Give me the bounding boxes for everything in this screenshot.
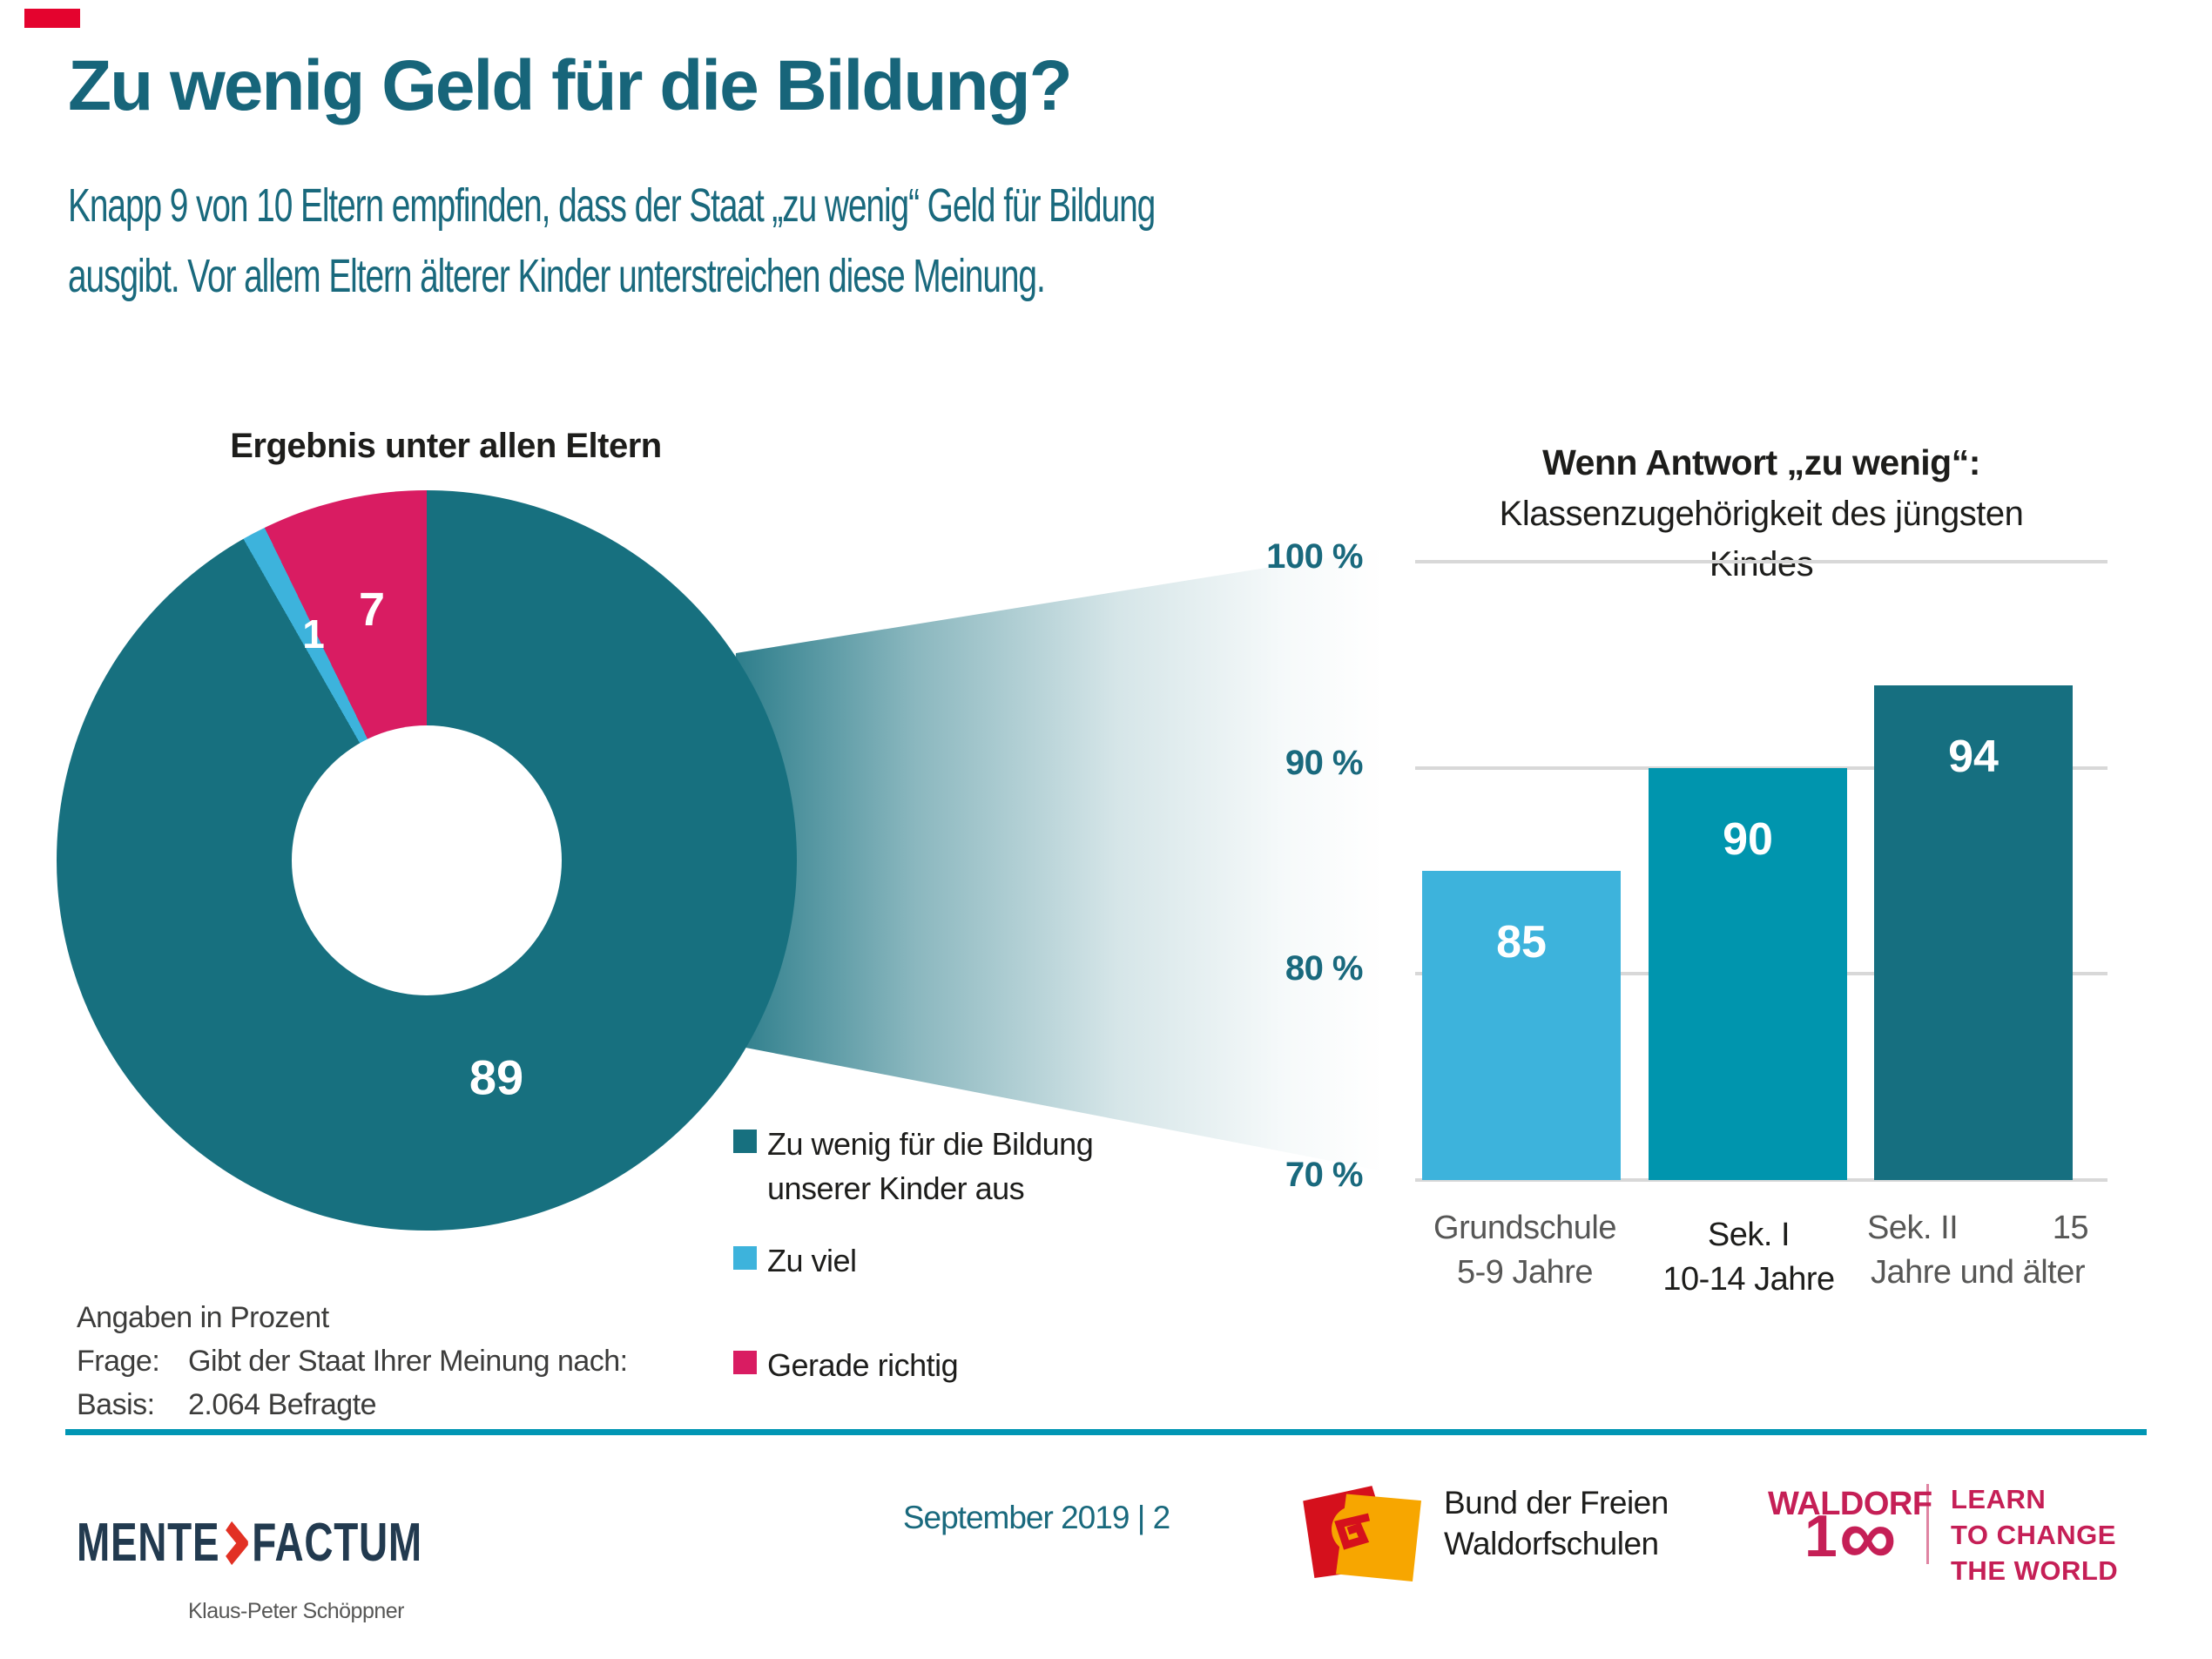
ytick-70: 70 % (1285, 1156, 1364, 1194)
waldorfschulen-logo-text: Bund der Freien Waldorfschulen (1444, 1482, 1669, 1565)
waldorfschulen-text-line1: Bund der Freien (1444, 1485, 1669, 1521)
page-subtitle-line2: ausgibt. Vor allem Eltern älterer Kinder… (68, 250, 1046, 302)
donut-value-gerade-richtig: 7 (358, 583, 386, 636)
mentefactum-logo-factum: FACTUM (252, 1513, 422, 1573)
footnote-basis: Basis: 2.064 Befragte (77, 1388, 628, 1432)
xlabel-sek2: Sek. II 15 Jahre und älter (1862, 1206, 2094, 1296)
infinity-icon: ∞ (1838, 1493, 1897, 1581)
bar-chart-plot-area: 85 90 94 (1415, 560, 2107, 1182)
footnote-frage-text: Gibt der Staat Ihrer Meinung nach: (188, 1345, 628, 1378)
xlabel-sek1-line1: Sek. I (1707, 1217, 1791, 1253)
bar-chart-title-line3: Kindes (1709, 545, 1814, 584)
footnote-basis-label: Basis: (77, 1388, 155, 1421)
date-and-page-number: September 2019 | 2 (902, 1500, 1170, 1535)
footnote-basis-text: 2.064 Befragte (188, 1388, 377, 1421)
waldorf100-divider (1926, 1484, 1929, 1564)
legend-swatch-teal (733, 1130, 757, 1153)
bar-chart-title-line2: Klassenzugehörigkeit des jüngsten (1499, 495, 2024, 534)
waldorf100-slogan-line2: TO CHANGE (1951, 1519, 2116, 1550)
waldorf100-slogan: LEARN TO CHANGE THE WORLD (1951, 1482, 2118, 1589)
footnote-frage-label: Frage: (77, 1345, 160, 1378)
mentefactum-logo-mente: MENTE (77, 1513, 220, 1573)
bar-value-grundschule: 85 (1496, 917, 1547, 968)
donut-chart: 89 7 1 (57, 490, 797, 1231)
xlabel-grundschule-line1: Grundschule (1433, 1210, 1616, 1246)
donut-value-zu-wenig: 89 (469, 1049, 524, 1105)
bar-value-sek1: 90 (1723, 813, 1773, 865)
page-subtitle-line1: Knapp 9 von 10 Eltern empfinden, dass de… (68, 179, 1156, 232)
legend-item-zu-wenig: Zu wenig für die Bildung unserer Kinder … (733, 1122, 1094, 1211)
waldorfschulen-text-line2: Waldorfschulen (1444, 1526, 1659, 1562)
legend-item-gerade-richtig: Gerade richtig (733, 1343, 959, 1387)
footnotes: Angaben in Prozent Frage: Gibt der Staat… (77, 1301, 628, 1432)
xlabel-grundschule: Grundschule 5-9 Jahre (1399, 1206, 1651, 1296)
waldorf100-slogan-line3: THE WORLD (1951, 1554, 2119, 1586)
donut-chart-title: Ergebnis unter allen Eltern (230, 427, 662, 465)
legend-item-zu-viel: Zu viel (733, 1238, 857, 1283)
waldorfschulen-logo: Bund der Freien Waldorfschulen (1298, 1479, 1959, 1601)
footnote-angaben: Angaben in Prozent (77, 1301, 329, 1334)
xlabel-sek2-part2: 15 (2052, 1210, 2089, 1246)
gridline-100 (1415, 560, 2107, 563)
waldorf100-number: 1 ∞ (1804, 1493, 1897, 1581)
mentefactum-logo: MENTE FACTUM (77, 1512, 422, 1574)
xlabel-sek1-line2: 10-14 Jahre (1662, 1261, 1835, 1298)
xlabel-sek2-line2: Jahre und älter (1871, 1254, 2086, 1291)
page-subtitle: Knapp 9 von 10 Eltern empfinden, dass de… (68, 171, 1156, 312)
ytick-90: 90 % (1285, 744, 1364, 782)
legend-label-line2: unserer Kinder aus (767, 1170, 1025, 1207)
chevron-right-icon (224, 1518, 248, 1568)
mentefactum-subtitle: Klaus-Peter Schöppner (188, 1599, 404, 1623)
waldorfschulen-spiral-icon (1332, 1506, 1379, 1553)
bar-chart-title-line1: Wenn Antwort „zu wenig“: (1542, 442, 1980, 482)
bar-grundschule: 85 (1422, 871, 1621, 1180)
xlabel-sek2-line1: Sek. II 15 (1862, 1206, 2094, 1251)
page-title: Zu wenig Geld für die Bildung? (68, 46, 1073, 125)
xlabel-sek1: Sek. I 10-14 Jahre (1622, 1206, 1875, 1303)
legend-label-zu-viel: Zu viel (767, 1243, 857, 1278)
waldorf100-slogan-line1: LEARN (1951, 1484, 2047, 1514)
bar-value-sek2: 94 (1948, 732, 1999, 782)
waldorf100-digit-one: 1 (1804, 1503, 1838, 1569)
zoom-beam-gradient (714, 549, 1385, 1171)
xlabel-grundschule-line2: 5-9 Jahre (1456, 1254, 1594, 1291)
legend-label-gerade-richtig: Gerade richtig (767, 1347, 959, 1383)
footer-separator-line (65, 1429, 2147, 1435)
donut-value-zu-viel: 1 (302, 611, 325, 657)
bar-sek1: 90 (1649, 767, 1847, 1180)
legend-swatch-lightblue (733, 1246, 757, 1270)
legend-swatch-pink (733, 1351, 757, 1374)
ytick-100: 100 % (1266, 537, 1363, 576)
gridline-70-baseline (1415, 1178, 2107, 1182)
footnote-frage: Frage: Gibt der Staat Ihrer Meinung nach… (77, 1345, 628, 1388)
legend-label-zu-wenig: Zu wenig für die Bildung unserer Kinder … (767, 1122, 1094, 1211)
waldorf100-logo: WALDORF 1 ∞ LEARN TO CHANGE THE WORLD (1761, 1480, 2127, 1594)
corner-marker (24, 9, 80, 28)
legend-label-line1: Zu wenig für die Bildung (767, 1126, 1094, 1162)
donut-hole (292, 725, 562, 995)
waldorf100-wordmark: WALDORF (1768, 1486, 1932, 1522)
ytick-80: 80 % (1285, 949, 1364, 988)
bar-chart-title: Wenn Antwort „zu wenig“: Klassenzugehöri… (1367, 437, 2155, 590)
bar-sek2: 94 (1874, 685, 2073, 1180)
xlabel-sek2-part1: Sek. II (1867, 1210, 1959, 1246)
